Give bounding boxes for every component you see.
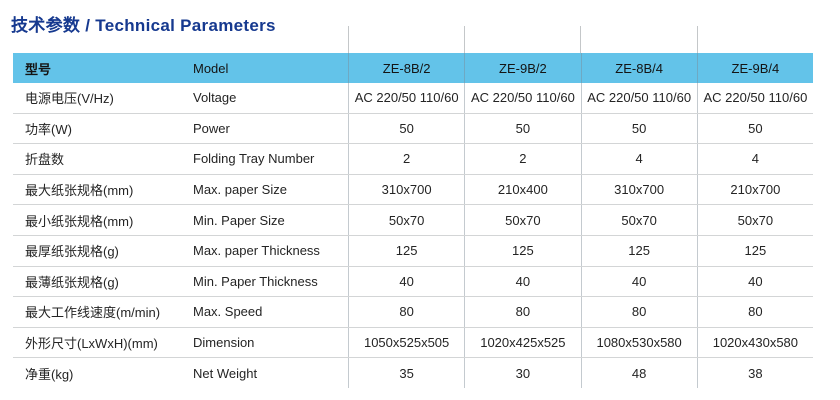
header-label-en: Model: [193, 60, 229, 76]
value-cell: 1020x425x525: [464, 327, 580, 358]
value-cell: 40: [348, 266, 464, 297]
value-cell: AC 220/50 110/60: [348, 83, 464, 113]
value-cell: 35: [348, 358, 464, 388]
row-label-cn: 最薄纸张规格(g): [25, 274, 119, 290]
row-label-en: Min. Paper Thickness: [193, 273, 318, 289]
table-row: 功率(W) Power 50 50 50 50: [13, 113, 813, 145]
value-cell: 50: [580, 113, 697, 144]
table-row: 最大纸张规格(mm) Max. paper Size 310x700 210x4…: [13, 174, 813, 206]
value-cell: AC 220/50 110/60: [464, 83, 580, 113]
value-cell: AC 220/50 110/60: [696, 83, 813, 113]
value-cell: 2: [464, 144, 580, 174]
model-column-header: ZE-9B/4: [696, 53, 813, 83]
model-column-header: ZE-8B/4: [580, 53, 697, 83]
value-cell: 48: [580, 358, 697, 388]
value-cell: 38: [696, 358, 813, 388]
value-cell: 50x70: [696, 205, 813, 235]
row-label-cn: 折盘数: [25, 152, 65, 168]
value-cell: 50: [348, 113, 464, 144]
row-label-cn: 外形尺寸(LxWxH)(mm): [25, 336, 158, 352]
table-row: 最薄纸张规格(g) Min. Paper Thickness 40 40 40 …: [13, 266, 813, 298]
value-cell: 80: [696, 297, 813, 327]
row-label-cn: 功率(W): [25, 121, 72, 137]
table-row: 电源电压(V/Hz) Voltage AC 220/50 110/60 AC 2…: [13, 83, 813, 114]
page-title: 技术参数 / Technical Parameters: [11, 16, 276, 35]
table-row: 最大工作线速度(m/min) Max. Speed 80 80 80 80: [13, 297, 813, 328]
value-cell: AC 220/50 110/60: [580, 83, 697, 113]
value-cell: 4: [580, 144, 697, 174]
row-label-en: Max. paper Size: [193, 182, 287, 198]
column-divider-stub: [348, 26, 349, 53]
table-header-row: 型号 Model ZE-8B/2 ZE-9B/2 ZE-8B/4 ZE-9B/4: [13, 53, 813, 83]
value-cell: 1050x525x505: [348, 327, 464, 358]
value-cell: 1080x530x580: [580, 327, 697, 358]
row-label-cn: 最厚纸张规格(g): [25, 244, 119, 260]
value-cell: 50x70: [348, 205, 464, 235]
value-cell: 50: [696, 113, 813, 144]
value-cell: 80: [464, 297, 580, 327]
value-cell: 125: [696, 235, 813, 266]
column-divider-stub: [580, 26, 581, 53]
row-label-en: Voltage: [193, 90, 237, 106]
column-divider-stub: [697, 26, 698, 53]
value-cell: 1020x430x580: [696, 327, 813, 358]
value-cell: 310x700: [348, 174, 464, 205]
table-body: 电源电压(V/Hz) Voltage AC 220/50 110/60 AC 2…: [13, 83, 813, 388]
row-label-cn: 净重(kg): [25, 366, 74, 382]
row-label-en: Dimension: [193, 335, 255, 351]
parameters-table: 型号 Model ZE-8B/2 ZE-9B/2 ZE-8B/4 ZE-9B/4…: [13, 26, 813, 388]
value-cell: 125: [464, 235, 580, 266]
table-row: 最厚纸张规格(g) Max. paper Thickness 125 125 1…: [13, 235, 813, 267]
value-cell: 210x400: [464, 174, 580, 205]
row-label-en: Folding Tray Number: [193, 151, 315, 167]
value-cell: 210x700: [696, 174, 813, 205]
row-label-en: Net Weight: [193, 365, 258, 381]
value-cell: 50: [464, 113, 580, 144]
column-divider-stub: [464, 26, 465, 53]
value-cell: 4: [696, 144, 813, 174]
row-label-en: Max. paper Thickness: [193, 243, 320, 259]
value-cell: 40: [464, 266, 580, 297]
row-label-cn: 最大纸张规格(mm): [25, 183, 134, 199]
row-label-cn: 电源电压(V/Hz): [25, 91, 114, 107]
value-cell: 125: [580, 235, 697, 266]
header-label-cn: 型号: [25, 61, 52, 77]
model-column-header: ZE-8B/2: [348, 53, 464, 83]
value-cell: 2: [348, 144, 464, 174]
value-cell: 30: [464, 358, 580, 388]
value-cell: 50x70: [464, 205, 580, 235]
row-label-cn: 最小纸张规格(mm): [25, 213, 134, 229]
row-label-cn: 最大工作线速度(m/min): [25, 305, 161, 321]
value-cell: 40: [580, 266, 697, 297]
value-cell: 80: [348, 297, 464, 327]
value-cell: 310x700: [580, 174, 697, 205]
row-label-en: Min. Paper Size: [193, 212, 285, 228]
table-row: 净重(kg) Net Weight 35 30 48 38: [13, 358, 813, 388]
value-cell: 50x70: [580, 205, 697, 235]
model-column-header: ZE-9B/2: [464, 53, 580, 83]
value-cell: 80: [580, 297, 697, 327]
table-row: 最小纸张规格(mm) Min. Paper Size 50x70 50x70 5…: [13, 205, 813, 236]
value-cell: 125: [348, 235, 464, 266]
row-label-en: Power: [193, 120, 230, 136]
table-row: 折盘数 Folding Tray Number 2 2 4 4: [13, 144, 813, 175]
value-cell: 40: [696, 266, 813, 297]
row-label-en: Max. Speed: [193, 304, 263, 320]
table-row: 外形尺寸(LxWxH)(mm) Dimension 1050x525x505 1…: [13, 327, 813, 359]
